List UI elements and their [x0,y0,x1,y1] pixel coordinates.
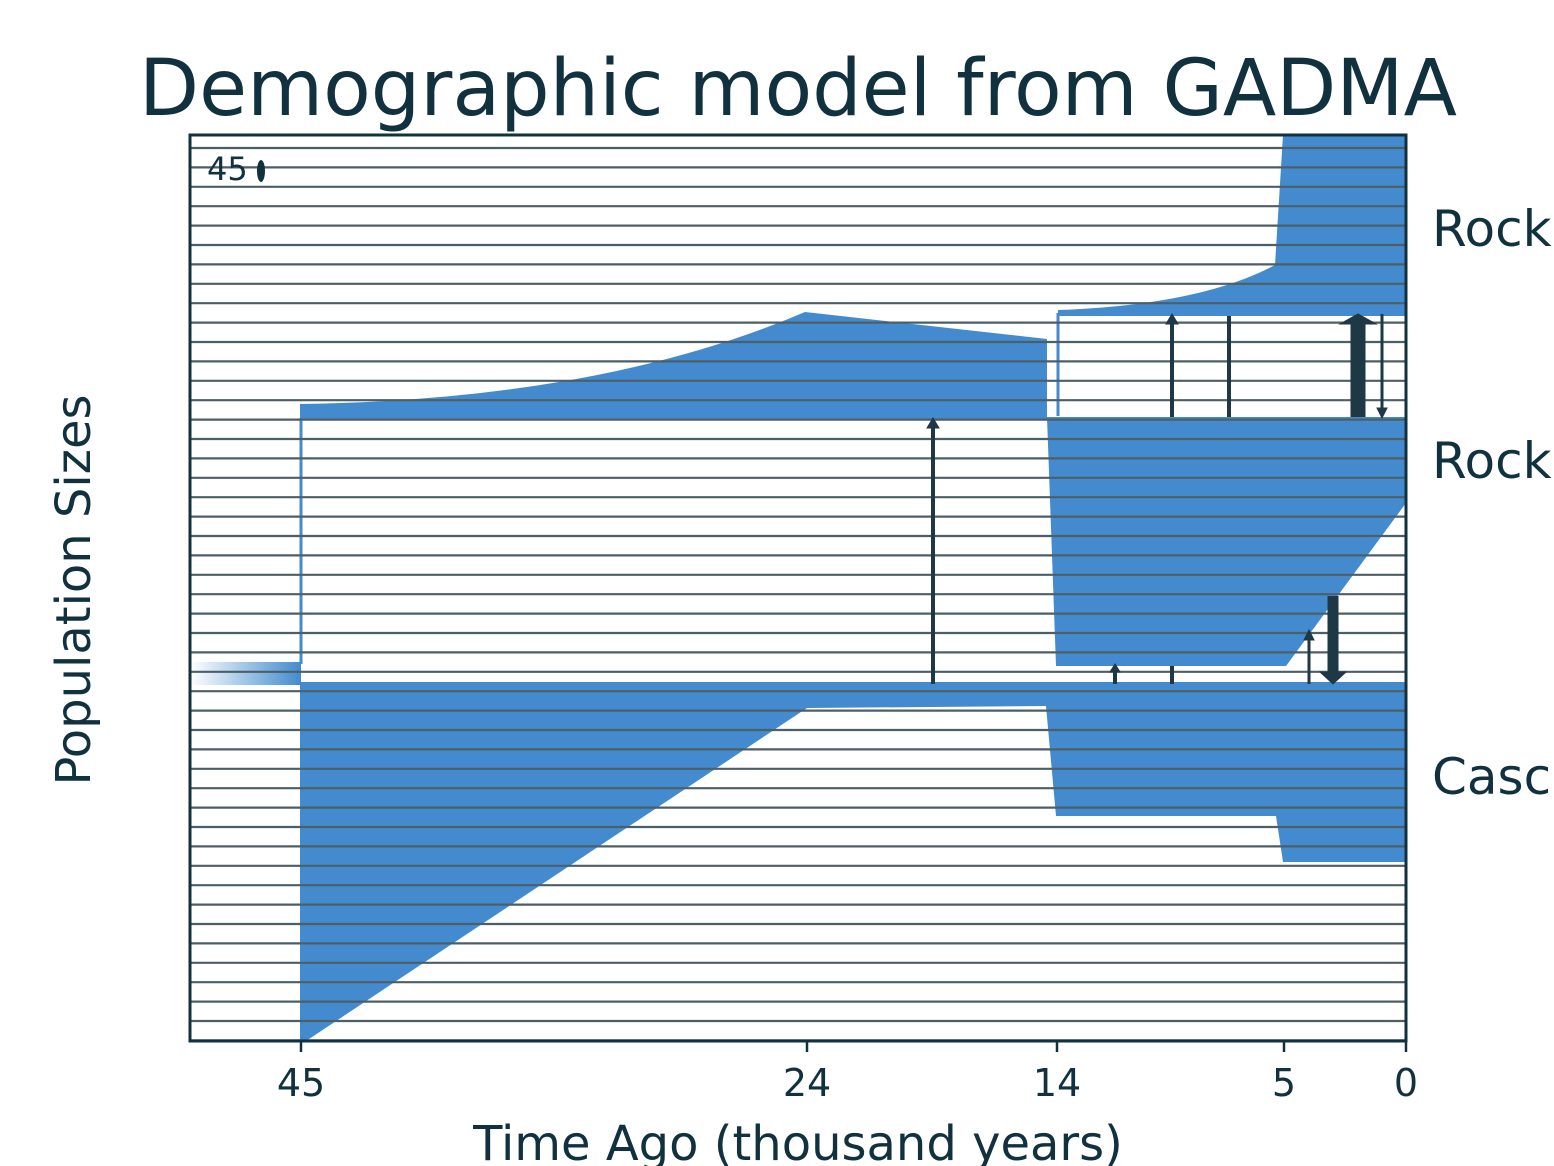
plot-frame [188,133,1408,1043]
plot-area: 45 [190,135,1406,1041]
migration-arrowhead [926,417,940,429]
x-axis: 45 24 14 5 0 [277,1041,1418,1105]
population-rock-1-early [300,312,1047,420]
x-tick-label: 14 [1033,1061,1081,1105]
population-rock-2 [1047,417,1406,666]
migration-arrowhead [1318,671,1348,685]
population-rock-1 [1058,135,1406,316]
migration-arrowhead [1165,313,1179,325]
y-axis-label: Population Sizes [46,395,102,786]
migration-arrowhead [1109,663,1121,673]
x-tick-label: 24 [783,1061,831,1105]
migration-arrowhead [1303,628,1315,641]
x-axis-label: Time Ago (thousand years) [472,1116,1123,1166]
population-casc [300,682,1406,1041]
size-scale-label: 45 [207,150,248,188]
x-tick-label: 0 [1394,1061,1418,1105]
migration-arrowhead [1376,407,1388,420]
migration-arrows [926,313,1388,685]
population-label: Rock [1432,432,1552,490]
population-label: Casc [1432,748,1551,806]
x-tick-label: 45 [277,1061,325,1105]
chart-title: Demographic model from GADMA [139,44,1457,134]
ancestral-population [190,662,301,685]
migration-arrowhead [1338,313,1378,325]
population-label: Rock [1432,200,1552,258]
size-scale-marker [257,160,265,182]
x-tick-label: 5 [1272,1061,1296,1105]
grid-lines [190,146,1406,1041]
